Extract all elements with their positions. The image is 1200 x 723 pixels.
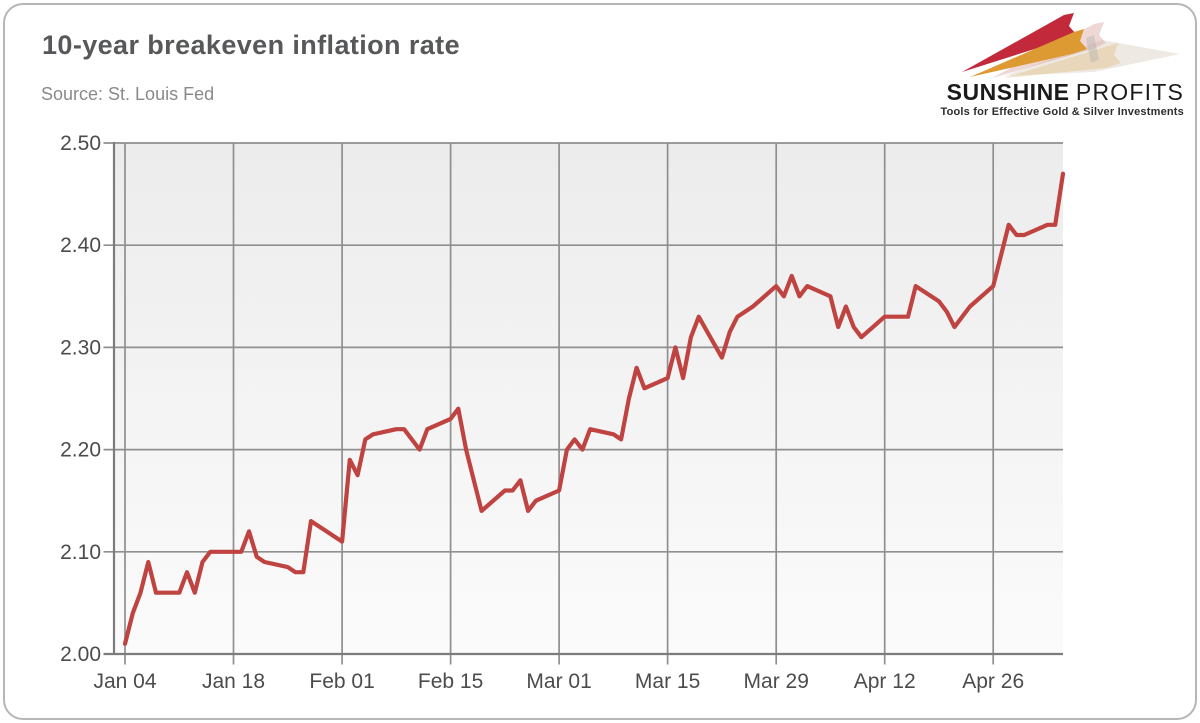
x-tick-label: Jan 18 — [202, 670, 265, 693]
sunshine-profits-logo: SUNSHINE PROFITS Tools for Effective Gol… — [938, 12, 1184, 118]
axes — [103, 142, 1063, 656]
y-tick-label: 2.50 — [60, 132, 101, 155]
brand-name: SUNSHINE PROFITS — [938, 80, 1184, 104]
y-tick-label: 2.20 — [60, 439, 101, 462]
x-tick-labels: Jan 04 Jan 18 Feb 01 Feb 15 Mar 01 Mar 15 Mar … — [93, 670, 1024, 693]
x-tick-label: Apr 12 — [854, 670, 916, 693]
y-tick-labels: 2.00 2.10 2.20 2.30 2.40 2.50 — [60, 132, 101, 666]
swoosh-shadow — [1004, 40, 1180, 76]
source-label: Source: St. Louis Fed — [41, 84, 215, 104]
lightning-arrows-icon — [962, 13, 1180, 78]
brand-name-secondary: PROFITS — [1075, 79, 1184, 105]
gray-hook-shadow — [1086, 35, 1099, 63]
x-tick-label: Feb 01 — [309, 670, 374, 693]
breakeven-rate-series-line — [122, 171, 1066, 646]
page-title: 10-year breakeven inflation rate — [42, 30, 460, 60]
x-tick-label: Jan 04 — [93, 670, 156, 693]
red-lightning-arrow — [962, 13, 1076, 72]
brand-name-primary: SUNSHINE — [946, 79, 1070, 105]
plot-area — [114, 143, 1063, 654]
y-tick-label: 2.30 — [60, 336, 101, 359]
gold-lightning-arrow — [970, 29, 1087, 77]
y-tick-label: 2.10 — [60, 541, 101, 564]
x-gridlines — [124, 143, 995, 665]
brand-tagline: Tools for Effective Gold & Silver Invest… — [940, 106, 1184, 119]
x-tick-label: Mar 01 — [526, 670, 591, 693]
y-tick-label: 2.40 — [60, 234, 101, 257]
x-tick-label: Apr 26 — [962, 670, 1024, 693]
x-tick-label: Mar 15 — [635, 670, 700, 693]
x-tick-label: Mar 29 — [744, 670, 809, 693]
x-tick-label: Feb 15 — [418, 670, 483, 693]
y-tick-label: 2.00 — [60, 643, 101, 666]
gold-arrow-echo — [1004, 43, 1121, 78]
